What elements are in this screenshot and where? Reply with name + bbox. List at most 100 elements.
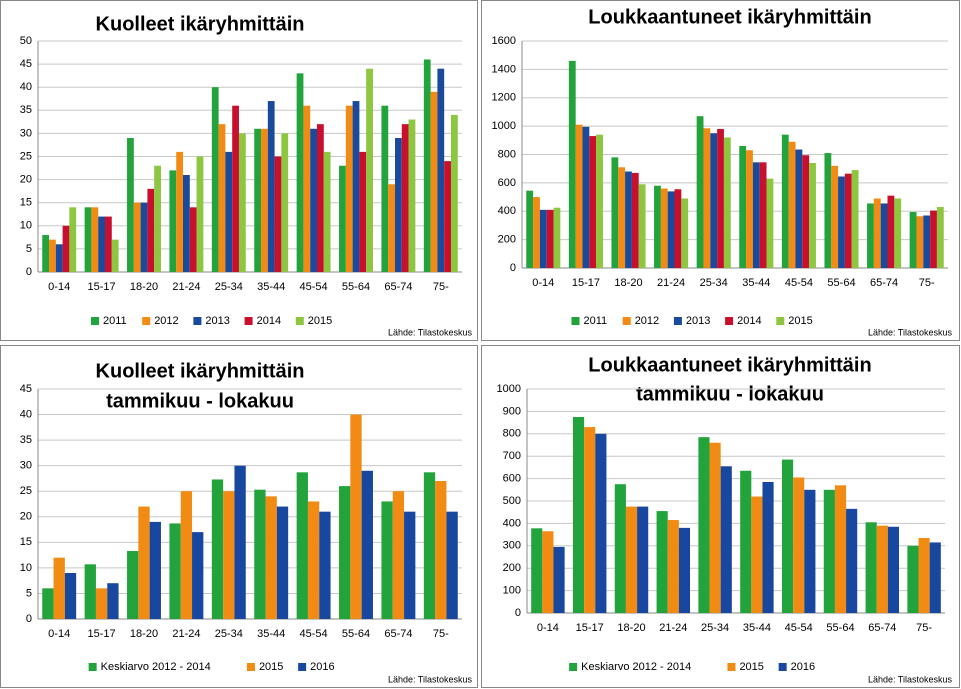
- bar: [423, 472, 436, 619]
- bar: [553, 207, 561, 268]
- x-tick-label: 15-17: [572, 277, 600, 289]
- legend-label: 2012: [154, 315, 178, 327]
- y-tick-label: 900: [503, 405, 521, 417]
- y-tick-label: 600: [498, 177, 516, 189]
- bar: [147, 188, 155, 272]
- bar: [359, 151, 367, 272]
- source-note: Lähde: Tilastokeskus: [388, 674, 473, 684]
- x-tick-label: 21-24: [659, 622, 687, 634]
- bar: [149, 521, 161, 619]
- bar: [844, 173, 852, 268]
- bar: [361, 470, 373, 619]
- bar: [720, 466, 732, 613]
- bar: [656, 511, 668, 613]
- y-tick-label: 1000: [492, 120, 516, 132]
- bar: [834, 485, 847, 613]
- bar: [887, 526, 900, 613]
- bar: [281, 133, 289, 272]
- y-tick-label: 300: [503, 540, 521, 552]
- bar: [169, 523, 181, 619]
- bar: [582, 126, 590, 268]
- bar: [584, 427, 596, 613]
- panel-frame: [481, 345, 960, 688]
- bar: [111, 239, 119, 272]
- bar: [618, 167, 626, 268]
- bar: [42, 588, 54, 619]
- legend-label: Keskiarvo 2012 - 2014: [101, 661, 211, 673]
- bar: [192, 532, 204, 619]
- bar: [307, 501, 320, 619]
- legend-swatch: [776, 317, 785, 325]
- legend-swatch: [298, 663, 307, 671]
- bar: [404, 511, 416, 619]
- bar: [746, 150, 753, 268]
- y-tick-label: 1400: [492, 63, 516, 75]
- legend-label: 2014: [737, 315, 761, 327]
- bar: [339, 486, 351, 619]
- bar: [444, 161, 451, 272]
- x-tick-label: 45-54: [300, 628, 328, 640]
- bar: [189, 207, 197, 272]
- bar: [339, 165, 346, 272]
- bar: [596, 134, 603, 268]
- chart-subtitle: tammikuu - lokakuu: [636, 383, 824, 405]
- bar: [211, 479, 224, 619]
- x-tick-label: 75-: [433, 628, 449, 640]
- bar: [759, 162, 767, 268]
- y-tick-label: 1600: [492, 35, 516, 47]
- legend-label: 2015: [739, 661, 763, 673]
- y-tick-label: 0: [26, 613, 32, 625]
- y-tick-label: 45: [20, 58, 32, 70]
- legend-label: 2015: [259, 661, 283, 673]
- bar: [345, 105, 353, 273]
- bar: [696, 116, 704, 268]
- bar: [929, 542, 941, 613]
- bar: [667, 191, 675, 268]
- x-tick-label: 21-24: [172, 628, 200, 640]
- bar: [907, 545, 919, 613]
- x-tick-label: 55-64: [342, 281, 370, 293]
- bar: [795, 149, 803, 268]
- x-tick-label: 35-44: [257, 281, 285, 293]
- x-tick-label: 55-64: [827, 277, 855, 289]
- y-tick-label: 5: [26, 243, 32, 255]
- bar: [526, 190, 534, 268]
- legend-label: 2016: [791, 661, 815, 673]
- bar: [450, 114, 458, 272]
- x-tick-label: 0-14: [537, 622, 559, 634]
- bar: [138, 506, 150, 619]
- bar: [408, 119, 416, 272]
- bar: [824, 153, 832, 268]
- y-tick-label: 20: [20, 174, 32, 186]
- bar: [352, 101, 360, 272]
- x-tick-label: 25-34: [700, 277, 728, 289]
- bar: [611, 157, 619, 268]
- x-tick-label: 15-17: [88, 281, 116, 293]
- y-tick-label: 40: [20, 81, 32, 93]
- bar: [323, 151, 331, 272]
- bar: [381, 105, 389, 273]
- legend-swatch: [246, 663, 255, 671]
- bar: [923, 215, 931, 268]
- bar: [319, 511, 331, 619]
- y-tick-label: 1000: [497, 383, 521, 395]
- bar: [366, 68, 373, 272]
- bar: [254, 128, 262, 272]
- x-tick-label: 35-44: [742, 277, 770, 289]
- bar: [660, 188, 668, 268]
- bar: [211, 87, 219, 272]
- x-tick-label: 21-24: [657, 277, 685, 289]
- bar: [104, 216, 112, 272]
- x-tick-label: 45-54: [785, 277, 813, 289]
- bar: [254, 489, 266, 619]
- y-tick-label: 600: [503, 473, 521, 485]
- x-tick-label: 65-74: [870, 277, 898, 289]
- x-tick-label: 18-20: [130, 281, 158, 293]
- bar: [437, 68, 445, 272]
- bar: [392, 491, 405, 619]
- legend-swatch: [295, 317, 304, 325]
- bar: [234, 465, 246, 619]
- bar: [423, 59, 431, 273]
- bar: [53, 557, 65, 619]
